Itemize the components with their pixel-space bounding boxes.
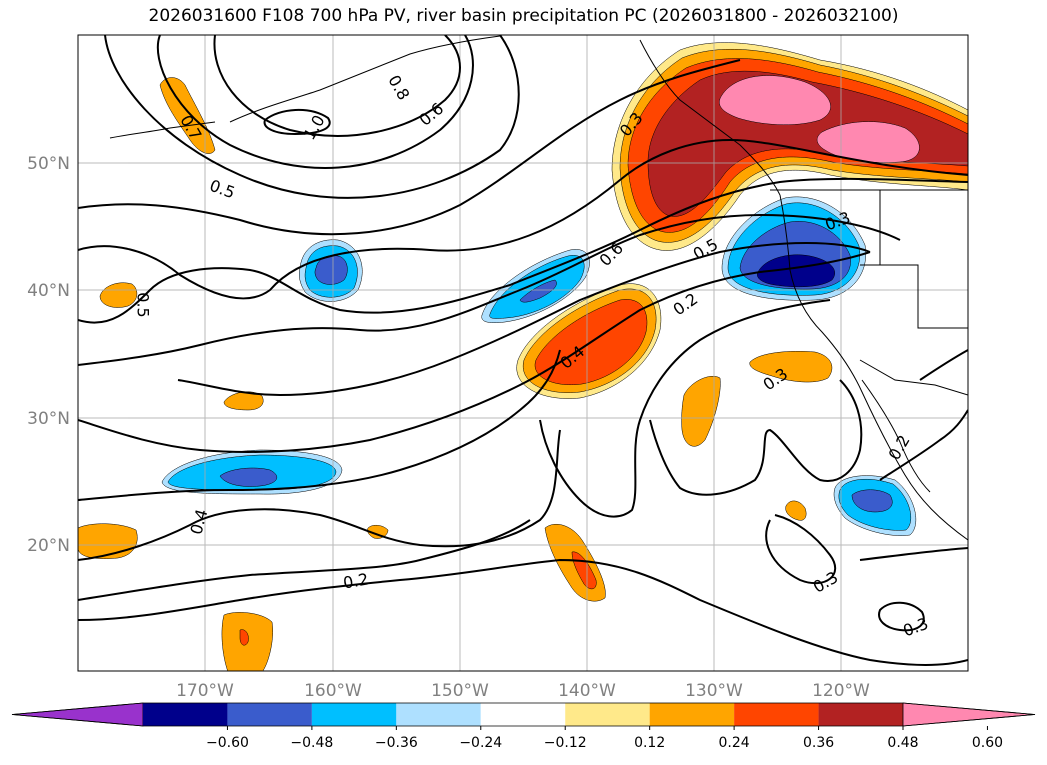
lon-label-160w: 160°W — [304, 681, 362, 701]
contour-9 — [177, 242, 871, 397]
colorbar-tick-label: −0.12 — [544, 735, 587, 751]
lat-label-50n: 50°N — [27, 154, 70, 174]
colorbar-tick-label: −0.48 — [290, 735, 333, 751]
contour-21 — [919, 349, 968, 381]
colorbar-tick-label: 0.48 — [887, 735, 918, 751]
contour-5 — [78, 59, 741, 236]
colorbar-tick-label: 0.12 — [634, 735, 665, 751]
contour-4 — [104, 35, 520, 199]
shade-pos-170w-55n — [159, 77, 216, 154]
coastline-baja — [861, 379, 931, 493]
coastline-us-west — [779, 194, 968, 541]
contour-17 — [765, 514, 837, 585]
shade-pos-130w-30n — [681, 376, 721, 447]
lon-label-170w: 170°W — [176, 681, 234, 701]
contour-13 — [78, 429, 561, 561]
lon-label-150w: 150°W — [431, 681, 489, 701]
shade-pos-170w-40n — [99, 282, 138, 308]
colorbar-segment — [396, 703, 481, 726]
contour-19 — [879, 409, 968, 481]
shade-neg-central-3 — [519, 279, 557, 303]
lon-labels: 170°W 160°W 150°W 140°W 130°W 120°W — [176, 681, 870, 701]
colorbar-segment — [649, 703, 735, 726]
contour-10 — [78, 251, 871, 453]
lat-label-40n: 40°N — [27, 281, 70, 301]
contour-15 — [78, 558, 968, 666]
lat-labels: 50°N 40°N 30°N 20°N — [27, 154, 70, 556]
lon-label-130w: 130°W — [685, 681, 743, 701]
contour-14 — [78, 519, 531, 601]
coastlines — [109, 35, 968, 541]
colorbar-tick-label: 0.60 — [972, 735, 1003, 751]
lon-label-120w: 120°W — [812, 681, 870, 701]
contour-label: 0.2 — [342, 569, 370, 592]
shade-pnw-5 — [719, 75, 831, 126]
colorbar-segment — [818, 703, 903, 726]
map-title: 2026031600 F108 700 hPa PV, river basin … — [148, 6, 899, 26]
shade-neg-sub-3 — [219, 467, 278, 487]
colorbar-tick-label: 0.24 — [719, 735, 750, 751]
colorbar-segment — [734, 703, 819, 726]
contour-1 — [156, 35, 474, 169]
colorbar-tick-label: 0.36 — [803, 735, 834, 751]
contour-16 — [649, 379, 863, 496]
lat-label-20n: 20°N — [27, 536, 70, 556]
contour-3 — [263, 108, 331, 136]
shade-pos-180-20n — [78, 523, 138, 559]
coastline-bc — [639, 39, 781, 196]
colorbar-tick-label: −0.24 — [459, 735, 502, 751]
border-state-1 — [860, 264, 968, 329]
coastline-aleutians — [109, 121, 216, 139]
shade-neg-baja-3 — [851, 489, 893, 513]
contour-7 — [78, 177, 968, 324]
colorbar-segment — [565, 703, 650, 726]
colorbar-segment — [480, 703, 566, 726]
shade-pnw-6 — [816, 121, 920, 163]
colorbar: −0.60 −0.48 −0.36 −0.24 −0.12 0.12 0.24 0.36 0.4… — [11, 702, 1036, 751]
contour-2 — [213, 35, 461, 137]
colorbar-segment — [311, 703, 397, 726]
colorbar-extend-low — [11, 702, 144, 727]
precip-shading — [78, 42, 968, 671]
shade-pos-125w-35n — [749, 351, 833, 383]
contour-11 — [539, 299, 831, 518]
contour-18 — [878, 601, 925, 632]
map-frame — [77, 34, 969, 672]
contour-label: 0.5 — [134, 292, 153, 317]
border-state-2 — [859, 359, 968, 396]
contour-6 — [78, 138, 968, 300]
shade-neg-coast-4 — [757, 254, 835, 288]
colorbar-tick-label: −0.36 — [375, 735, 418, 751]
pv-contours — [78, 35, 968, 666]
shade-pos-123w-22n — [785, 500, 807, 521]
contour-8 — [78, 213, 901, 366]
colorbar-segment — [143, 703, 228, 726]
coastline-alaska — [229, 35, 501, 123]
lat-label-30n: 30°N — [27, 409, 70, 429]
colorbar-tick-label: −0.60 — [206, 735, 249, 751]
shade-pos-168w-12n-core — [239, 629, 249, 646]
colorbar-segment — [227, 703, 312, 726]
contour-20 — [859, 547, 968, 561]
colorbar-extend-high — [902, 702, 1036, 727]
contour-12 — [78, 349, 561, 501]
lon-label-140w: 140°W — [558, 681, 616, 701]
